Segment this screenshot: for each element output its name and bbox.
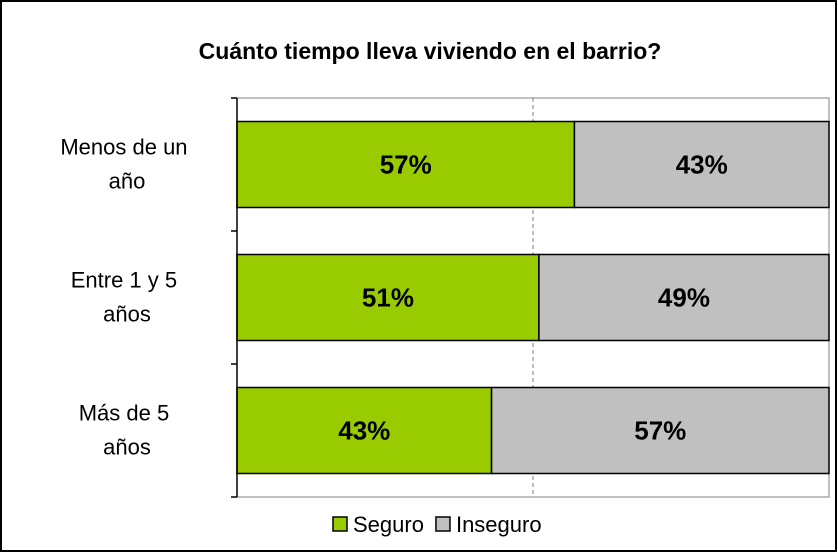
chart-title: Cuánto tiempo lleva viviendo en el barri… xyxy=(199,38,662,64)
label-line: año xyxy=(109,168,146,193)
bar-value-label: 57% xyxy=(380,149,432,179)
label-line: Entre 1 y 5 xyxy=(71,267,184,292)
legend-swatch xyxy=(332,516,348,532)
legend-label: Seguro xyxy=(353,512,424,537)
y-tick-label: Más de 5 años xyxy=(79,400,176,459)
bar-value-label: 57% xyxy=(634,415,686,445)
label-line: Más de 5 xyxy=(79,400,176,425)
label-line: Menos de un xyxy=(60,134,193,159)
bar xyxy=(236,386,493,475)
bar xyxy=(573,120,830,209)
bar-value-label: 49% xyxy=(658,282,710,312)
label-line: años xyxy=(103,301,151,326)
legend-label: Inseguro xyxy=(456,512,542,537)
bar-value-label: 51% xyxy=(362,282,414,312)
bar-value-label: 43% xyxy=(676,149,728,179)
label-line: años xyxy=(103,434,151,459)
bar xyxy=(538,253,830,342)
bar xyxy=(490,386,830,475)
legend-swatch xyxy=(435,516,451,532)
bar-value-label: 43% xyxy=(338,415,390,445)
y-tick-label: Menos de un año xyxy=(60,134,193,193)
y-tick-label: Entre 1 y 5 años xyxy=(71,267,184,326)
